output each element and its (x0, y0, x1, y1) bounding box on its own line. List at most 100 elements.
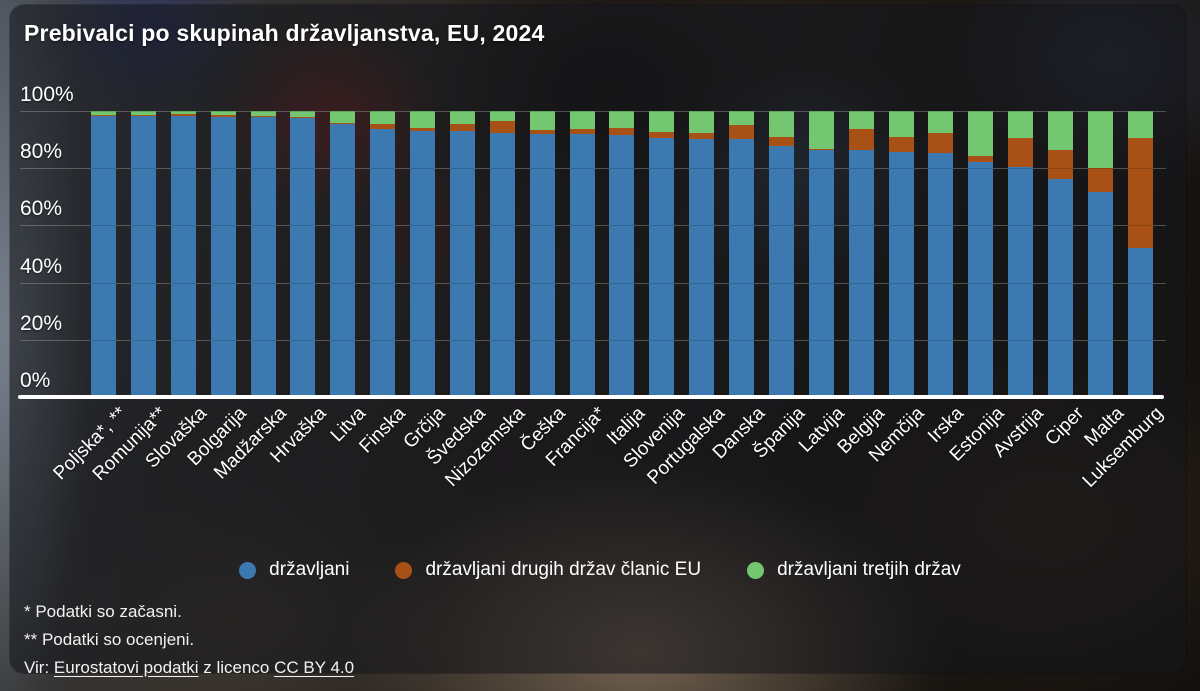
bar-segment-belgija-dr-avljani-tretjih-dr-av[interactable] (848, 111, 874, 130)
bar-segment-romunija-dr-avljani-drugih-dr-av-[interactable] (130, 114, 156, 116)
bar-segment-luksemburg-dr-avljani[interactable] (1127, 247, 1153, 397)
bar-segment-francija-dr-avljani-tretjih-dr-av[interactable] (569, 111, 595, 130)
bar-segment-hrva-ka-dr-avljani[interactable] (290, 118, 316, 397)
source-prefix: Vir: (24, 658, 54, 677)
bar-segment-mad-arska-dr-avljani-tretjih-dr-av[interactable] (250, 111, 276, 116)
bar-segment-gr-ija-dr-avljani-tretjih-dr-av[interactable] (410, 111, 436, 128)
bar-segment-belgija-dr-avljani[interactable] (848, 149, 874, 397)
bar-segment-irska-dr-avljani-drugih-dr-av-[interactable] (928, 133, 954, 154)
cc-license-link[interactable]: CC BY 4.0 (274, 658, 355, 677)
bar-segment-litva-dr-avljani-tretjih-dr-av[interactable] (330, 111, 356, 123)
bar-segment-vedska-dr-avljani-tretjih-dr-av[interactable] (449, 111, 475, 125)
bar-segment-italija-dr-avljani[interactable] (609, 135, 635, 397)
bar-segment-mad-arska-dr-avljani-drugih-dr-av-[interactable] (250, 115, 276, 118)
bar-francija (569, 0, 595, 397)
bar-segment-malta-dr-avljani[interactable] (1088, 191, 1113, 397)
bar-nem-ija (888, 0, 914, 397)
bar-segment-finska-dr-avljani-tretjih-dr-av[interactable] (370, 111, 396, 125)
bar-segment-hrva-ka-dr-avljani-tretjih-dr-av[interactable] (290, 111, 316, 118)
bar-segment-panija-dr-avljani-drugih-dr-av-[interactable] (768, 136, 794, 146)
bar-panija (768, 0, 794, 397)
bar-segment-romunija-dr-avljani[interactable] (130, 115, 156, 397)
bar-segment-belgija-dr-avljani-drugih-dr-av-[interactable] (848, 129, 874, 150)
bar-segment-avstrija-dr-avljani[interactable] (1008, 166, 1034, 397)
bar-segment-latvija-dr-avljani[interactable] (808, 149, 834, 397)
footnotes: * Podatki so začasni. ** Podatki so ocen… (24, 598, 354, 682)
bar-segment-panija-dr-avljani[interactable] (768, 145, 794, 397)
bar-segment-irska-dr-avljani[interactable] (928, 153, 954, 397)
bar-segment-mad-arska-dr-avljani[interactable] (250, 117, 276, 397)
bar-segment-poljska-dr-avljani-drugih-dr-av-[interactable] (91, 115, 116, 116)
bar-segment-italija-dr-avljani-tretjih-dr-av[interactable] (609, 111, 635, 128)
bar-segment-portugalska-dr-avljani[interactable] (689, 139, 715, 397)
bar-segment-poljska-dr-avljani-tretjih-dr-av[interactable] (91, 111, 116, 115)
bar-segment-estonija-dr-avljani[interactable] (968, 161, 994, 397)
bar-poljska (91, 0, 116, 397)
x-axis-baseline (18, 395, 1164, 399)
bar-segment-danska-dr-avljani-drugih-dr-av-[interactable] (729, 125, 755, 139)
bar-segment-vedska-dr-avljani[interactable] (449, 131, 475, 397)
bar-segment-luksemburg-dr-avljani-tretjih-dr-av[interactable] (1127, 111, 1153, 139)
bar-segment-slova-ka-dr-avljani-drugih-dr-av-[interactable] (170, 114, 196, 116)
bar-segment-portugalska-dr-avljani-tretjih-dr-av[interactable] (689, 111, 715, 134)
bar-segment-italija-dr-avljani-drugih-dr-av-[interactable] (609, 127, 635, 135)
bar-segment-irska-dr-avljani-tretjih-dr-av[interactable] (928, 111, 954, 134)
bar-segment-slova-ka-dr-avljani[interactable] (170, 115, 196, 397)
bar-segment-avstrija-dr-avljani-drugih-dr-av-[interactable] (1008, 138, 1034, 167)
bar-segment-latvija-dr-avljani-tretjih-dr-av[interactable] (808, 111, 834, 149)
bar-segment-litva-dr-avljani[interactable] (330, 123, 356, 397)
bar-segment-panija-dr-avljani-tretjih-dr-av[interactable] (768, 111, 794, 137)
bar-segment-slovenija-dr-avljani-drugih-dr-av-[interactable] (649, 131, 675, 138)
bar-finska (370, 0, 396, 397)
bar-segment-malta-dr-avljani-tretjih-dr-av[interactable] (1088, 111, 1113, 169)
legend: državljani državljani drugih držav člani… (0, 559, 1200, 581)
bar-segment-latvija-dr-avljani-drugih-dr-av-[interactable] (808, 148, 834, 150)
bar-segment-e-ka-dr-avljani-tretjih-dr-av[interactable] (529, 111, 555, 130)
bar-segment-finska-dr-avljani-drugih-dr-av-[interactable] (370, 124, 396, 129)
bar-segment-gr-ija-dr-avljani-drugih-dr-av-[interactable] (410, 127, 436, 131)
bar-segment-slovenija-dr-avljani-tretjih-dr-av[interactable] (649, 111, 675, 132)
bar-latvija (808, 0, 834, 397)
bar-segment-romunija-dr-avljani-tretjih-dr-av[interactable] (130, 111, 156, 115)
bar-segment-hrva-ka-dr-avljani-drugih-dr-av-[interactable] (290, 117, 316, 119)
bar-segment-nem-ija-dr-avljani[interactable] (888, 151, 914, 397)
bar-segment-ciper-dr-avljani[interactable] (1048, 179, 1074, 397)
source-middle: z licenco (198, 658, 275, 677)
bar-segment-gr-ija-dr-avljani[interactable] (410, 131, 436, 397)
bar-segment-francija-dr-avljani[interactable] (569, 134, 595, 397)
y-tick-label-100: 100% (20, 83, 74, 106)
bar-segment-nizozemska-dr-avljani-drugih-dr-av-[interactable] (489, 121, 515, 133)
bar-romunija (130, 0, 156, 397)
bar-segment-slova-ka-dr-avljani-tretjih-dr-av[interactable] (170, 111, 196, 115)
bar-segment-estonija-dr-avljani-tretjih-dr-av[interactable] (968, 111, 994, 157)
bar-segment-bolgarija-dr-avljani-tretjih-dr-av[interactable] (210, 111, 236, 116)
bar-segment-nizozemska-dr-avljani-tretjih-dr-av[interactable] (489, 111, 515, 122)
bar-segment-malta-dr-avljani-drugih-dr-av-[interactable] (1088, 168, 1113, 192)
bar-segment-slovenija-dr-avljani[interactable] (649, 137, 675, 397)
bar-segment-portugalska-dr-avljani-drugih-dr-av-[interactable] (689, 133, 715, 140)
bar-segment-finska-dr-avljani[interactable] (370, 128, 396, 397)
bar-segment-poljska-dr-avljani[interactable] (91, 115, 116, 397)
bar-segment-luksemburg-dr-avljani-drugih-dr-av-[interactable] (1127, 138, 1153, 248)
y-tick-label-20: 20% (20, 311, 63, 335)
bar-segment-nem-ija-dr-avljani-drugih-dr-av-[interactable] (888, 137, 914, 152)
legend-item-third-countries: državljani tretjih držav (747, 559, 961, 581)
bar-segment-estonija-dr-avljani-drugih-dr-av-[interactable] (968, 156, 994, 162)
bar-segment-nizozemska-dr-avljani[interactable] (489, 133, 515, 397)
bar-segment-bolgarija-dr-avljani[interactable] (210, 116, 236, 397)
bar-segment-nem-ija-dr-avljani-tretjih-dr-av[interactable] (888, 111, 914, 138)
legend-dot-other-eu (395, 561, 413, 579)
eurostat-data-link[interactable]: Eurostatovi podatki (53, 658, 199, 677)
bar-segment-danska-dr-avljani[interactable] (729, 139, 755, 397)
bar-segment-vedska-dr-avljani-drugih-dr-av-[interactable] (449, 124, 475, 132)
bar-segment-e-ka-dr-avljani[interactable] (529, 133, 555, 397)
bar-portugalska (689, 0, 715, 397)
bar-segment-avstrija-dr-avljani-tretjih-dr-av[interactable] (1008, 111, 1034, 139)
bar-segment-ciper-dr-avljani-drugih-dr-av-[interactable] (1048, 150, 1074, 180)
bar-segment-francija-dr-avljani-drugih-dr-av-[interactable] (569, 129, 595, 135)
bar-segment-ciper-dr-avljani-tretjih-dr-av[interactable] (1048, 111, 1074, 151)
bar-segment-e-ka-dr-avljani-drugih-dr-av-[interactable] (529, 129, 555, 134)
bar-segment-litva-dr-avljani-drugih-dr-av-[interactable] (330, 123, 356, 124)
bar-segment-bolgarija-dr-avljani-drugih-dr-av-[interactable] (210, 115, 236, 117)
bar-segment-danska-dr-avljani-tretjih-dr-av[interactable] (729, 111, 755, 125)
